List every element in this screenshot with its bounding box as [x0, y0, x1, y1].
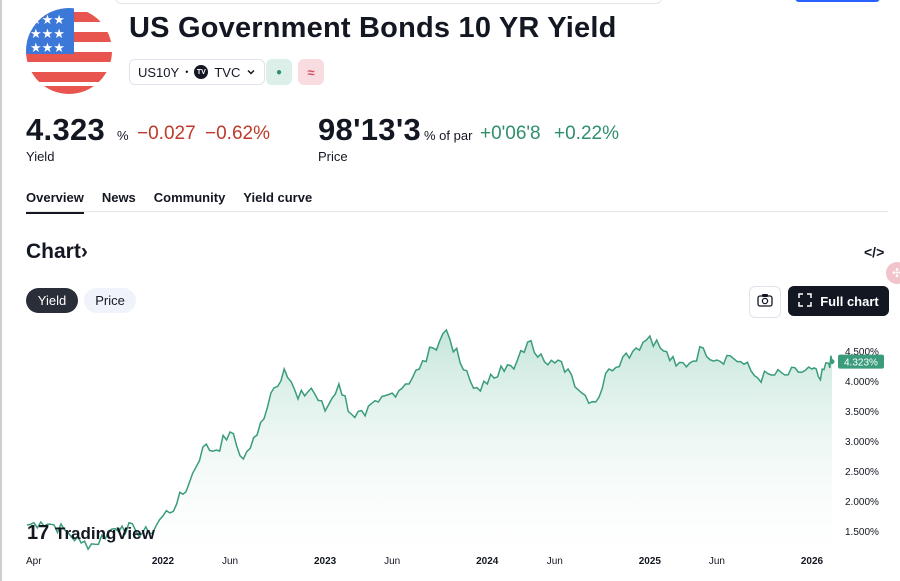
camera-icon — [757, 293, 773, 312]
yield-line — [26, 328, 833, 551]
chevron-down-icon — [246, 65, 256, 80]
yield-label: Yield — [26, 149, 55, 164]
tradingview-logo-icon: 17 — [27, 522, 49, 544]
window-edge — [0, 0, 2, 581]
y-tick-label: 1.500% — [845, 527, 879, 538]
full-chart-button[interactable]: Full chart — [788, 286, 889, 316]
price-change: +0'06'8 — [480, 123, 541, 144]
price-label: Price — [318, 149, 348, 164]
yield-area-fill — [27, 330, 832, 554]
get-started-button-edge[interactable] — [795, 0, 880, 2]
yield-chart[interactable]: 4.500% 4.000% 3.500% 3.000% 2.500% 2.000% 1.50… — [0, 318, 900, 581]
fullscreen-icon — [798, 292, 812, 310]
svg-text:★★★: ★★★ — [30, 40, 65, 55]
last-point-marker — [829, 359, 835, 365]
x-tick-label: Apr — [26, 556, 42, 567]
chart-section-title: Chart — [26, 240, 81, 263]
tab-yield-curve[interactable]: Yield curve — [243, 190, 313, 205]
x-tick-label: 2024 — [476, 556, 499, 567]
symbol-separator: • — [185, 67, 189, 77]
tradingview-watermark: 17 TradingView — [27, 522, 156, 544]
price-unit: % of par — [424, 128, 473, 143]
y-tick-label: 2.500% — [845, 467, 879, 478]
embed-code-icon[interactable]: </> — [864, 244, 885, 260]
full-chart-label: Full chart — [820, 293, 879, 309]
search-bar-edge[interactable] — [115, 0, 662, 4]
x-tick-label: Jun — [547, 556, 563, 567]
y-tick-label: 3.500% — [845, 407, 879, 418]
x-tick-label: 2022 — [152, 556, 175, 567]
yield-change-percent: −0.62% — [205, 123, 270, 144]
last-value-badge — [838, 354, 884, 369]
x-tick-label: Jun — [709, 556, 725, 567]
market-status-icon[interactable]: ● — [266, 59, 292, 85]
yield-change: −0.027 — [137, 123, 196, 144]
tab-community[interactable]: Community — [153, 190, 226, 205]
y-tick-label: 4.000% — [845, 377, 879, 388]
yield-value: 4.323 — [26, 112, 106, 147]
exchange-name: TVC — [214, 64, 241, 80]
tab-news[interactable]: News — [101, 190, 136, 205]
x-tick-label: Jun — [384, 556, 400, 567]
delayed-data-icon[interactable]: ≈ — [298, 59, 324, 85]
x-tick-label: Jun — [222, 556, 238, 567]
symbol-ticker: US10Y — [138, 64, 180, 80]
svg-text:★★★: ★★★ — [30, 12, 65, 27]
x-tick-label: 2026 — [801, 556, 824, 567]
y-tick-label: 3.000% — [845, 437, 879, 448]
side-widget-icon[interactable]: ✣ — [886, 262, 900, 284]
camera-snapshot-button[interactable] — [749, 286, 781, 318]
watermark-label: TradingView — [55, 524, 156, 543]
y-tick-label: 4.500% — [845, 347, 879, 358]
yield-unit: % — [117, 128, 129, 143]
svg-text:★★★: ★★★ — [30, 26, 65, 41]
tab-overview[interactable]: Overview — [26, 190, 84, 214]
y-tick-label: 2.000% — [845, 497, 879, 508]
symbol-selector[interactable]: US10Y • TV TVC — [129, 59, 266, 85]
us-flag-icon: ★★★ ★★★ ★★★ — [26, 8, 112, 94]
price-change-percent: +0.22% — [554, 123, 619, 144]
x-tick-label: 2023 — [314, 556, 337, 567]
last-value-label: 4.323% — [844, 358, 878, 369]
chart-section-link[interactable]: Chart› — [26, 240, 88, 264]
price-value: 98'13'3 — [318, 112, 422, 147]
tradingview-logo-icon: TV — [194, 65, 209, 79]
price-toggle-button[interactable]: Price — [84, 288, 136, 313]
x-tick-label: 2025 — [639, 556, 662, 567]
chevron-right-icon: › — [80, 240, 88, 263]
section-tabs: Overview News Community Yield curve — [26, 190, 312, 214]
tabs-divider — [26, 211, 888, 212]
yield-toggle-button[interactable]: Yield — [26, 288, 78, 313]
page-title: US Government Bonds 10 YR Yield — [129, 12, 617, 44]
